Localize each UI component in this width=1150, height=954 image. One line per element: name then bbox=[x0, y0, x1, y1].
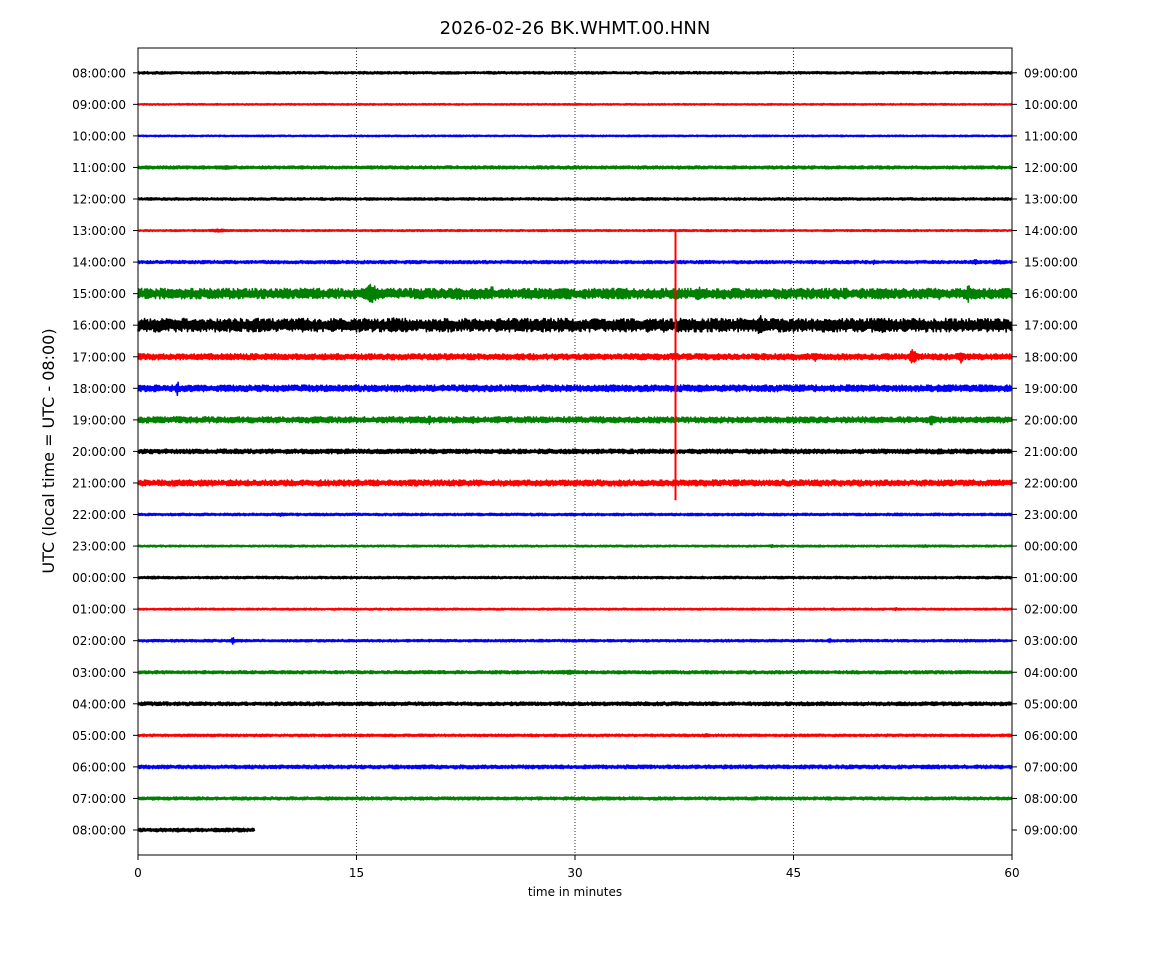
left-time-label: 23:00:00 bbox=[72, 540, 126, 554]
grid-lines bbox=[356, 48, 794, 855]
right-time-label: 01:00:00 bbox=[1024, 571, 1078, 585]
x-axis-label: time in minutes bbox=[528, 885, 622, 899]
trace-line bbox=[137, 228, 1013, 233]
left-time-label: 11:00:00 bbox=[72, 161, 126, 175]
left-time-label: 07:00:00 bbox=[72, 792, 126, 806]
right-time-label: 08:00:00 bbox=[1024, 792, 1078, 806]
left-time-label: 17:00:00 bbox=[72, 350, 126, 364]
trace-line bbox=[137, 636, 1013, 645]
trace-line bbox=[137, 415, 1013, 426]
left-time-label: 08:00:00 bbox=[72, 66, 126, 80]
right-time-label: 11:00:00 bbox=[1024, 129, 1078, 143]
right-time-label: 06:00:00 bbox=[1024, 729, 1078, 743]
right-time-label: 23:00:00 bbox=[1024, 508, 1078, 522]
right-time-label: 19:00:00 bbox=[1024, 382, 1078, 396]
left-time-label: 13:00:00 bbox=[72, 224, 126, 238]
left-time-labels: 08:00:00 09:00:00 10:00:00 11:00:00 12:00:00… bbox=[72, 66, 138, 838]
trace-line bbox=[137, 197, 1013, 201]
left-time-label: 03:00:00 bbox=[72, 666, 126, 680]
left-time-label: 16:00:00 bbox=[72, 319, 126, 333]
trace-line bbox=[137, 669, 1013, 675]
trace-line bbox=[137, 512, 1013, 517]
right-time-label: 00:00:00 bbox=[1024, 540, 1078, 554]
trace-line bbox=[137, 102, 1013, 106]
trace-line bbox=[137, 314, 1013, 335]
left-time-label: 01:00:00 bbox=[72, 603, 126, 617]
trace-layer bbox=[137, 70, 1013, 833]
trace-line bbox=[137, 381, 1013, 397]
x-axis-ticks: 0 15 30 45 60 bbox=[134, 855, 1020, 880]
right-time-label: 18:00:00 bbox=[1024, 350, 1078, 364]
trace-line bbox=[137, 258, 1013, 266]
trace-line bbox=[137, 733, 1013, 738]
trace-line bbox=[137, 479, 1013, 487]
left-time-label: 00:00:00 bbox=[72, 571, 126, 585]
right-time-label: 14:00:00 bbox=[1024, 224, 1078, 238]
right-time-label: 22:00:00 bbox=[1024, 476, 1078, 490]
trace-line bbox=[137, 70, 1013, 75]
x-tick-label: 60 bbox=[1004, 866, 1019, 880]
x-tick-label: 15 bbox=[349, 866, 364, 880]
right-time-label: 21:00:00 bbox=[1024, 445, 1078, 459]
left-time-label: 12:00:00 bbox=[72, 193, 126, 207]
left-time-label: 05:00:00 bbox=[72, 729, 126, 743]
trace-line bbox=[137, 827, 256, 833]
trace-line bbox=[137, 543, 1013, 549]
right-time-label: 16:00:00 bbox=[1024, 287, 1078, 301]
right-time-label: 13:00:00 bbox=[1024, 193, 1078, 207]
x-tick-label: 45 bbox=[786, 866, 801, 880]
left-time-label: 15:00:00 bbox=[72, 287, 126, 301]
right-time-labels: 09:00:00 10:00:00 11:00:00 12:00:00 13:00:00… bbox=[1012, 66, 1078, 838]
plot-frame bbox=[137, 47, 1013, 856]
trace-line bbox=[137, 283, 1013, 304]
right-time-label: 09:00:00 bbox=[1024, 824, 1078, 838]
left-time-label: 04:00:00 bbox=[72, 697, 126, 711]
right-time-label: 09:00:00 bbox=[1024, 66, 1078, 80]
left-time-label: 18:00:00 bbox=[72, 382, 126, 396]
left-time-label: 08:00:00 bbox=[72, 824, 126, 838]
right-time-label: 02:00:00 bbox=[1024, 603, 1078, 617]
left-time-label: 19:00:00 bbox=[72, 413, 126, 427]
x-tick-label: 0 bbox=[134, 866, 142, 880]
right-time-label: 20:00:00 bbox=[1024, 413, 1078, 427]
trace-line bbox=[137, 607, 1013, 612]
left-time-label: 09:00:00 bbox=[72, 98, 126, 112]
right-time-label: 10:00:00 bbox=[1024, 98, 1078, 112]
trace-line bbox=[137, 701, 1013, 707]
chart-title: 2026-02-26 BK.WHMT.00.HNN bbox=[440, 18, 711, 39]
trace-line bbox=[137, 448, 1013, 455]
trace-line bbox=[137, 764, 1013, 770]
x-tick-label: 30 bbox=[567, 866, 582, 880]
left-time-label: 14:00:00 bbox=[72, 256, 126, 270]
trace-line bbox=[137, 164, 1013, 170]
right-time-label: 03:00:00 bbox=[1024, 634, 1078, 648]
trace-line bbox=[137, 134, 1013, 138]
trace-line bbox=[137, 575, 1013, 580]
left-time-label: 22:00:00 bbox=[72, 508, 126, 522]
left-time-label: 20:00:00 bbox=[72, 445, 126, 459]
trace-line bbox=[137, 796, 1013, 801]
left-time-label: 10:00:00 bbox=[72, 129, 126, 143]
right-time-label: 12:00:00 bbox=[1024, 161, 1078, 175]
right-time-label: 05:00:00 bbox=[1024, 697, 1078, 711]
right-time-label: 17:00:00 bbox=[1024, 319, 1078, 333]
left-time-label: 21:00:00 bbox=[72, 476, 126, 490]
left-time-label: 02:00:00 bbox=[72, 634, 126, 648]
right-time-label: 07:00:00 bbox=[1024, 760, 1078, 774]
trace-line bbox=[137, 349, 1013, 364]
right-time-label: 15:00:00 bbox=[1024, 256, 1078, 270]
left-time-label: 06:00:00 bbox=[72, 760, 126, 774]
y-axis-label: UTC (local time = UTC - 08:00) bbox=[39, 328, 58, 573]
right-time-label: 04:00:00 bbox=[1024, 666, 1078, 680]
